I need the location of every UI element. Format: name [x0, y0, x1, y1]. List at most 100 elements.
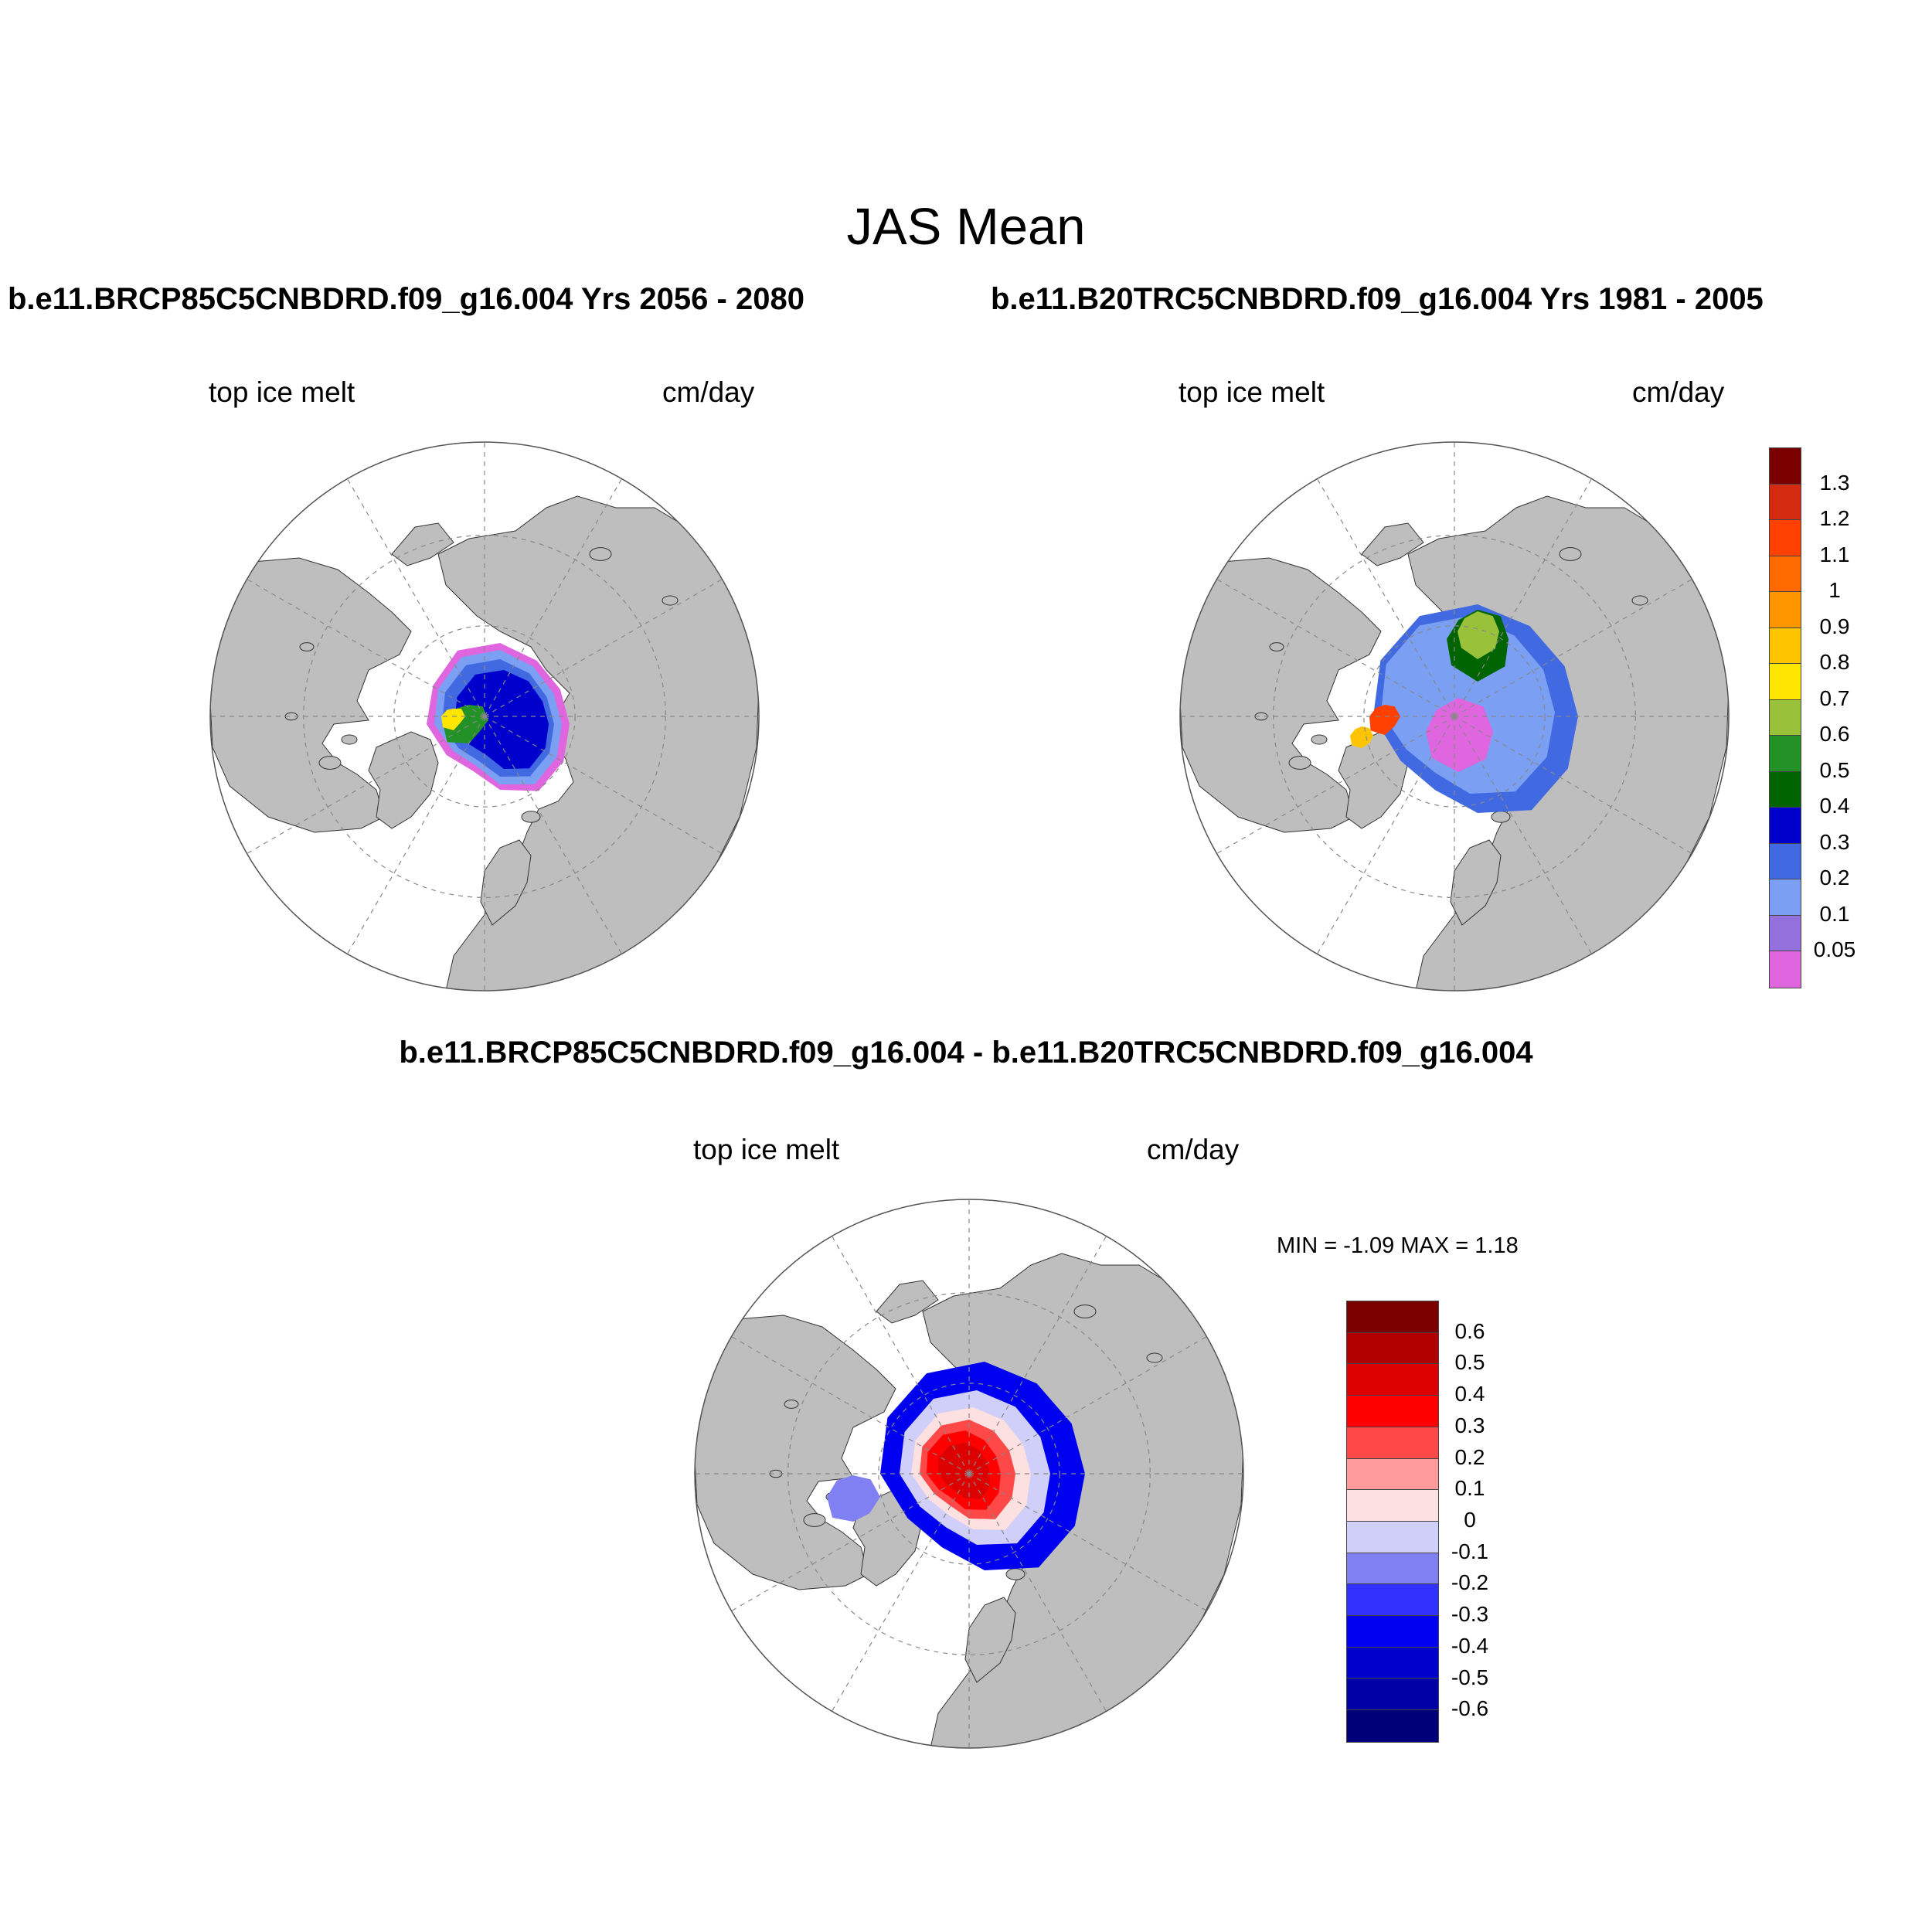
colorbar-swatch: [1347, 1521, 1438, 1553]
map-clip-group: [695, 1199, 1243, 1748]
island: [784, 1400, 799, 1409]
island: [521, 811, 541, 823]
colorbar-tick-label: 0.4: [1454, 1382, 1485, 1406]
sea-ice-contour: [1369, 705, 1400, 735]
colorbar-tick-label: 0.6: [1454, 1318, 1485, 1343]
island: [1269, 642, 1284, 651]
sea-ice-contour: [441, 709, 465, 730]
colorbar-swatch: [1770, 592, 1801, 628]
sea-ice-contour: [1350, 726, 1373, 748]
colorbar-main: [1769, 447, 1801, 988]
panel-title-bottom: b.e11.BRCP85C5CNBDRD.f09_g16.004 - b.e11…: [399, 1036, 1533, 1070]
latitude-circle: [787, 1292, 1151, 1655]
map-clip-group: [1180, 442, 1729, 991]
island: [1288, 756, 1311, 770]
land-mass: [876, 1280, 939, 1324]
colorbar-swatch: [1347, 1396, 1438, 1427]
island: [1631, 595, 1648, 606]
island: [1146, 1352, 1163, 1363]
colorbar-tick-label: 0.3: [1454, 1413, 1485, 1437]
colorbar-tick-label: 0.3: [1819, 829, 1850, 854]
colorbar-tick-label: -0.1: [1451, 1539, 1489, 1563]
colorbar-swatch: [1770, 736, 1801, 772]
colorbar-swatch: [1770, 448, 1801, 485]
panel-title-top-right: b.e11.B20TRC5CNBDRD.f09_g16.004 Yrs 1981…: [991, 282, 1764, 316]
land-mass: [391, 522, 454, 566]
polar-map-top-left: [209, 441, 760, 992]
island: [803, 1513, 826, 1527]
figure-title: JAS Mean: [846, 198, 1086, 256]
colorbar-swatch: [1347, 1458, 1438, 1491]
units-label-top-right: cm/day: [1632, 376, 1725, 408]
colorbar-swatch: [1770, 556, 1801, 593]
colorbar-tick-label: 0: [1464, 1508, 1476, 1532]
island: [341, 734, 358, 745]
colorbar-tick-label: 0.1: [1454, 1476, 1485, 1501]
colorbar-swatch: [1770, 951, 1801, 988]
island: [1005, 1568, 1026, 1580]
colorbar-tick-label: 0.1: [1819, 901, 1850, 926]
colorbar-swatch: [1770, 808, 1801, 844]
island: [299, 642, 315, 651]
land-mass: [210, 557, 412, 833]
units-label-top-left: cm/day: [662, 376, 755, 408]
colorbar-tick-label: 0.5: [1454, 1350, 1485, 1375]
island: [1073, 1304, 1097, 1318]
land-mass: [368, 731, 439, 829]
map-border: [1179, 441, 1730, 992]
variable-label-top-right: top ice melt: [1179, 376, 1325, 408]
colorbar-swatch: [1347, 1584, 1438, 1617]
units-label-bottom: cm/day: [1147, 1134, 1240, 1165]
colorbar-swatch: [1347, 1710, 1438, 1742]
colorbar-tick-label: 0.8: [1819, 650, 1850, 675]
colorbar-tick-label: 0.7: [1819, 685, 1850, 710]
colorbar-swatch: [1770, 484, 1801, 521]
min-max-label: MIN = -1.09 MAX = 1.18: [1277, 1233, 1519, 1258]
colorbar-tick-label: -0.3: [1451, 1602, 1489, 1627]
sea-ice-contour: [454, 670, 549, 769]
map-border: [209, 441, 760, 992]
land-mass: [480, 839, 532, 926]
colorbar-swatch: [1347, 1490, 1438, 1522]
variable-label-bottom: top ice melt: [693, 1134, 840, 1165]
latitude-circle: [878, 1383, 1060, 1565]
polar-map-bottom: [694, 1199, 1244, 1749]
land-mass: [1180, 557, 1382, 833]
latitude-circle: [393, 625, 576, 808]
land-mass: [1361, 522, 1424, 566]
colorbar-swatch: [1770, 771, 1801, 808]
colorbar-tick-label: 0.2: [1454, 1444, 1485, 1469]
colorbar-tick-label: 1.2: [1819, 506, 1850, 531]
colorbar-tick-label: 0.6: [1819, 722, 1850, 747]
colorbar-swatch: [1347, 1553, 1438, 1585]
variable-label-top-left: top ice melt: [209, 376, 355, 408]
land-mass: [964, 1597, 1016, 1683]
island: [1559, 547, 1582, 561]
colorbar-tick-label: 0.9: [1819, 614, 1850, 638]
colorbar-tick-label: 0.2: [1819, 866, 1850, 890]
colorbar-diff: [1346, 1301, 1439, 1743]
island: [1491, 811, 1511, 823]
island: [589, 547, 612, 561]
latitude-circle: [303, 535, 666, 898]
colorbar-swatch: [1770, 664, 1801, 700]
colorbar-tick-label: 0.5: [1819, 757, 1850, 782]
colorbar-swatch: [1770, 915, 1801, 952]
island: [318, 756, 342, 770]
polar-map-top-right: [1179, 441, 1730, 992]
colorbar-swatch: [1347, 1364, 1438, 1396]
colorbar-tick-label: 0.05: [1813, 937, 1856, 962]
colorbar-swatch: [1770, 628, 1801, 665]
colorbar-tick-label: -0.5: [1451, 1665, 1489, 1689]
colorbar-tick-label: -0.4: [1451, 1633, 1489, 1658]
colorbar-tick-label: 1.1: [1819, 542, 1850, 566]
colorbar-swatch: [1347, 1679, 1438, 1711]
land-mass: [1450, 839, 1502, 926]
colorbar-swatch: [1770, 699, 1801, 736]
colorbar-swatch: [1347, 1616, 1438, 1648]
colorbar-tick-label: -0.2: [1451, 1570, 1489, 1595]
sea-ice-contour: [1458, 611, 1499, 659]
colorbar-tick-label: 1.3: [1819, 470, 1850, 495]
latitude-circle: [1273, 535, 1636, 898]
land-mass: [695, 1315, 896, 1590]
